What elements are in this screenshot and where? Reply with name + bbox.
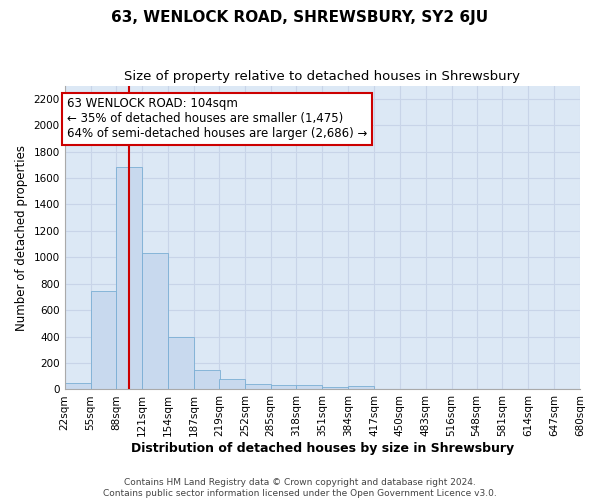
X-axis label: Distribution of detached houses by size in Shrewsbury: Distribution of detached houses by size … bbox=[131, 442, 514, 455]
Bar bbox=[142, 254, 168, 390]
Title: Size of property relative to detached houses in Shrewsbury: Size of property relative to detached ho… bbox=[124, 70, 520, 83]
Bar bbox=[219, 379, 245, 390]
Text: 63, WENLOCK ROAD, SHREWSBURY, SY2 6JU: 63, WENLOCK ROAD, SHREWSBURY, SY2 6JU bbox=[112, 10, 488, 25]
Y-axis label: Number of detached properties: Number of detached properties bbox=[15, 144, 28, 330]
Bar bbox=[322, 387, 348, 390]
Bar bbox=[65, 383, 91, 390]
Bar bbox=[348, 386, 374, 390]
Bar bbox=[271, 385, 296, 390]
Text: 63 WENLOCK ROAD: 104sqm
← 35% of detached houses are smaller (1,475)
64% of semi: 63 WENLOCK ROAD: 104sqm ← 35% of detache… bbox=[67, 98, 367, 140]
Text: Contains HM Land Registry data © Crown copyright and database right 2024.
Contai: Contains HM Land Registry data © Crown c… bbox=[103, 478, 497, 498]
Bar bbox=[245, 384, 271, 390]
Bar bbox=[296, 386, 322, 390]
Bar bbox=[91, 291, 116, 390]
Bar bbox=[194, 370, 220, 390]
Bar bbox=[168, 336, 194, 390]
Bar bbox=[116, 168, 142, 390]
